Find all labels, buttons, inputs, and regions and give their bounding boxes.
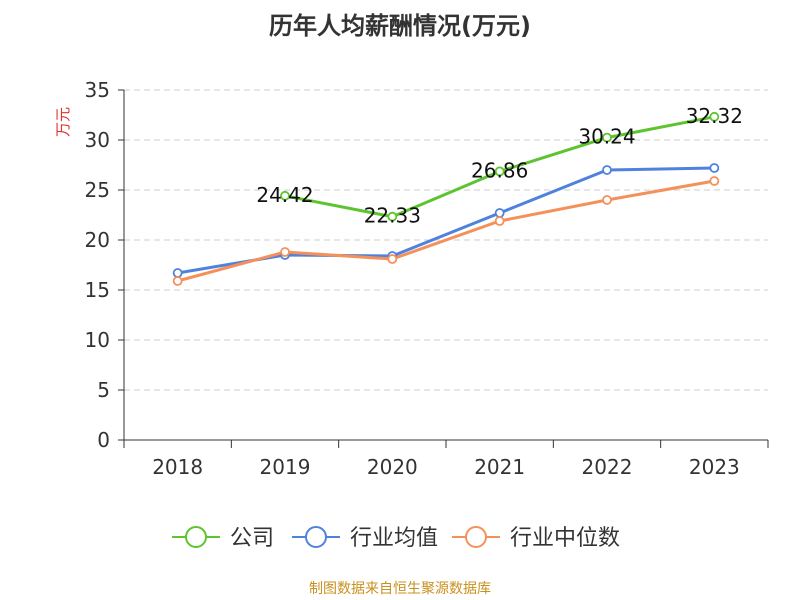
series-line xyxy=(177,179,715,283)
data-labels: 24.42 22.33 26.86 30.24 32.32 xyxy=(256,104,743,228)
y-axis-label: 万元 xyxy=(54,107,72,137)
data-point xyxy=(494,208,505,218)
y-tick-label: 30 xyxy=(85,128,110,152)
legend-item[interactable]: 行业中位数 xyxy=(452,526,620,551)
data-point xyxy=(280,247,290,257)
data-label: 26.86 xyxy=(471,158,528,182)
data-point xyxy=(709,163,720,173)
x-tick-label: 2021 xyxy=(474,455,525,479)
data-point xyxy=(602,165,612,175)
y-tick-label: 0 xyxy=(97,428,110,452)
legend[interactable]: 公司 行业均值 行业中位数 xyxy=(172,526,620,551)
data-point xyxy=(172,268,183,278)
y-tick-label: 35 xyxy=(85,78,110,102)
data-label: 22.33 xyxy=(364,204,421,228)
axes: 0 5 10 15 20 25 30 35 2018 2019 2020 2021 2022 2023 xyxy=(85,78,769,479)
legend-item[interactable]: 公司 xyxy=(172,526,274,551)
source-note: 制图数据来自恒生聚源数据库 xyxy=(309,581,491,597)
y-tick-label: 20 xyxy=(85,228,110,252)
data-point xyxy=(280,190,290,201)
chart-title: 历年人均薪酬情况(万元) xyxy=(269,12,531,40)
legend-label: 行业均值 xyxy=(350,526,438,551)
x-tick-label: 2019 xyxy=(260,455,311,479)
data-label: 30.24 xyxy=(578,125,635,149)
y-tick-label: 25 xyxy=(85,178,110,202)
data-point xyxy=(172,276,183,286)
legend-marker xyxy=(305,526,327,548)
data-label: 32.32 xyxy=(686,104,743,128)
data-point xyxy=(494,216,505,226)
data-point xyxy=(709,111,720,122)
y-tick-label: 5 xyxy=(97,378,110,402)
x-tick-label: 2020 xyxy=(367,455,418,479)
data-point xyxy=(602,132,612,143)
data-point xyxy=(494,166,505,177)
legend-marker xyxy=(465,526,487,548)
data-label: 24.42 xyxy=(256,183,313,207)
legend-item[interactable]: 行业均值 xyxy=(292,526,438,551)
legend-label: 行业中位数 xyxy=(510,526,620,551)
y-tick-label: 15 xyxy=(85,278,110,302)
x-tick-label: 2022 xyxy=(582,455,633,479)
x-tick-label: 2023 xyxy=(689,455,740,479)
data-point xyxy=(709,176,720,186)
x-tick-label: 2018 xyxy=(152,455,203,479)
y-tick-label: 10 xyxy=(85,328,110,352)
legend-marker xyxy=(185,526,207,548)
data-point xyxy=(387,211,398,222)
data-point xyxy=(602,195,612,205)
data-point xyxy=(387,254,398,264)
legend-label: 公司 xyxy=(230,526,274,551)
series xyxy=(172,111,720,286)
